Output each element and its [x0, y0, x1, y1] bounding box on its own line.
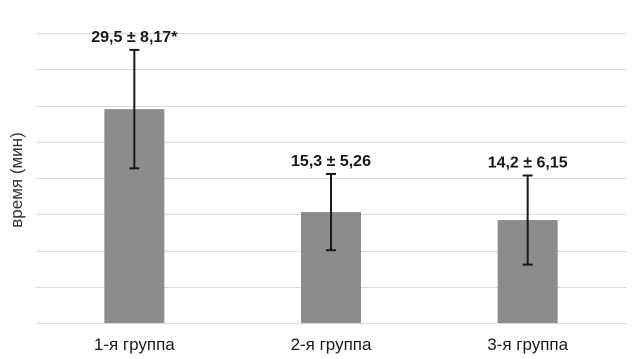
category-label-3: 3-я группа: [487, 335, 568, 354]
y-axis-label: время (мин): [7, 132, 26, 227]
data-label-3: 14,2 ± 6,15: [488, 154, 568, 171]
category-labels: 1-я группа 2-я группа 3-я группа: [94, 335, 569, 354]
category-label-2: 2-я группа: [291, 335, 372, 354]
data-labels: 29,5 ± 8,17* 15,3 ± 5,26 14,2 ± 6,15: [91, 29, 568, 172]
data-label-1: 29,5 ± 8,17*: [91, 29, 178, 46]
data-label-2: 15,3 ± 5,26: [291, 153, 371, 170]
category-label-1: 1-я группа: [94, 335, 175, 354]
error-bar-3: [522, 174, 533, 266]
error-bar-1: [129, 48, 140, 170]
error-bars: [129, 48, 533, 266]
error-bar-2: [326, 172, 336, 252]
